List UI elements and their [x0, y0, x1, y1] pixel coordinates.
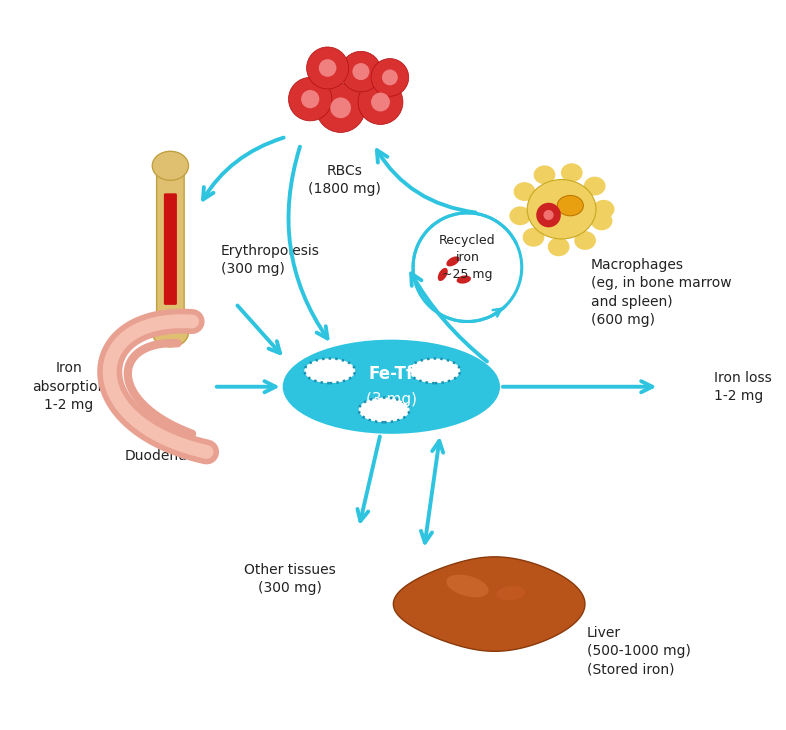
- Ellipse shape: [523, 228, 545, 247]
- Ellipse shape: [591, 212, 612, 230]
- Circle shape: [371, 58, 409, 96]
- Text: Duodenum: Duodenum: [125, 448, 201, 463]
- Circle shape: [330, 98, 351, 118]
- Circle shape: [316, 83, 365, 132]
- Ellipse shape: [457, 275, 471, 284]
- Ellipse shape: [410, 358, 460, 383]
- Circle shape: [536, 203, 561, 227]
- Text: Other tissues
(300 mg): Other tissues (300 mg): [244, 563, 336, 595]
- Ellipse shape: [575, 231, 596, 250]
- Ellipse shape: [527, 180, 596, 239]
- Circle shape: [319, 59, 336, 77]
- Circle shape: [307, 47, 349, 89]
- Ellipse shape: [497, 586, 525, 601]
- Text: Macrophages
(eg, in bone marrow
and spleen)
(600 mg): Macrophages (eg, in bone marrow and sple…: [590, 258, 731, 327]
- Text: Liver
(500-1000 mg)
(Stored iron): Liver (500-1000 mg) (Stored iron): [587, 626, 691, 677]
- Text: RBCs
(1800 mg): RBCs (1800 mg): [308, 164, 380, 196]
- Ellipse shape: [438, 268, 448, 281]
- Ellipse shape: [548, 237, 570, 256]
- Ellipse shape: [446, 575, 489, 597]
- Circle shape: [301, 90, 319, 108]
- Text: (3 mg): (3 mg): [365, 392, 417, 407]
- Text: Fe-Tf: Fe-Tf: [369, 365, 414, 383]
- Ellipse shape: [304, 358, 355, 383]
- Circle shape: [358, 80, 403, 125]
- Circle shape: [382, 69, 398, 85]
- Text: Iron loss
1-2 mg: Iron loss 1-2 mg: [714, 371, 772, 403]
- Ellipse shape: [561, 164, 582, 182]
- Circle shape: [352, 63, 369, 80]
- Ellipse shape: [593, 200, 615, 219]
- Ellipse shape: [584, 177, 605, 196]
- Circle shape: [340, 51, 381, 92]
- Ellipse shape: [152, 151, 189, 180]
- Circle shape: [288, 77, 332, 121]
- Ellipse shape: [534, 166, 556, 184]
- Ellipse shape: [557, 196, 583, 216]
- FancyBboxPatch shape: [163, 193, 177, 305]
- Ellipse shape: [446, 256, 460, 266]
- Circle shape: [543, 210, 553, 220]
- Ellipse shape: [509, 207, 531, 225]
- Ellipse shape: [152, 318, 189, 347]
- Circle shape: [371, 93, 390, 112]
- Text: Recycled
iron
~25 mg: Recycled iron ~25 mg: [439, 234, 496, 281]
- Text: Iron
absorption
1-2 mg: Iron absorption 1-2 mg: [31, 361, 106, 412]
- FancyBboxPatch shape: [156, 161, 184, 337]
- PathPatch shape: [393, 557, 585, 651]
- Ellipse shape: [358, 398, 410, 422]
- Text: Erythropoiesis
(300 mg): Erythropoiesis (300 mg): [221, 244, 320, 276]
- Ellipse shape: [283, 339, 500, 434]
- Ellipse shape: [513, 182, 535, 201]
